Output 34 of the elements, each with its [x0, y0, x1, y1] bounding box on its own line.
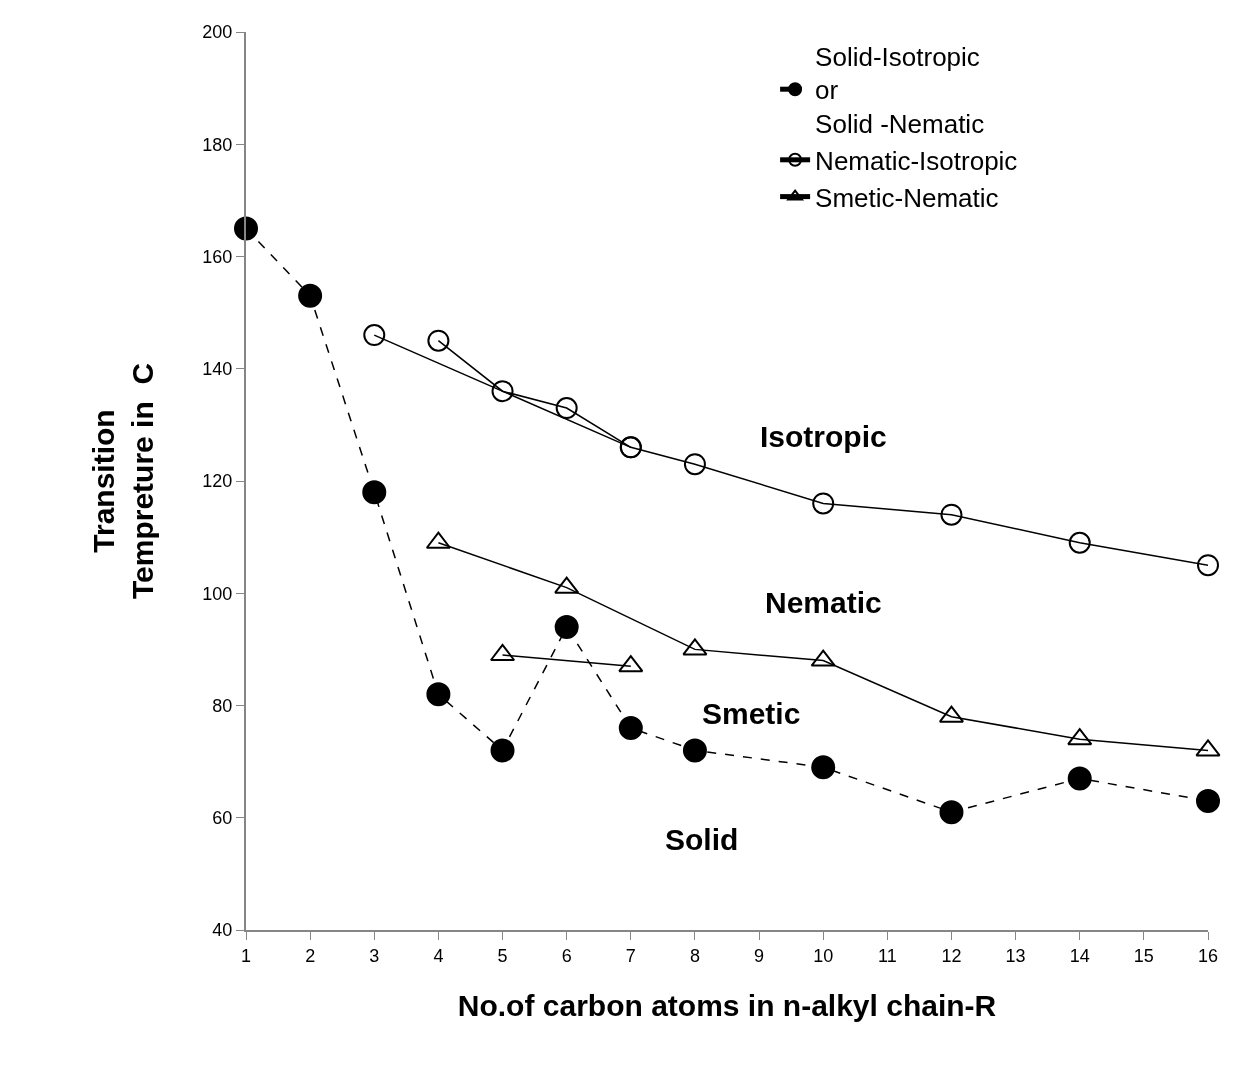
- x-tick-label: 4: [433, 945, 444, 966]
- x-tick-label: 8: [689, 945, 700, 966]
- x-tick-label: 1: [240, 945, 252, 966]
- y-tick-label: 40: [212, 920, 233, 941]
- x-tick-label: 13: [1005, 945, 1026, 966]
- annotation: Solid: [665, 823, 739, 856]
- x-axis-title: No.of carbon atoms in n-alkyl chain-R: [457, 988, 997, 1022]
- legend-label: Nematic-Isotropic: [815, 145, 1018, 176]
- x-tick-label: 3: [369, 945, 380, 966]
- legend-label: Solid-Isotropic or Solid -Nematic: [815, 41, 985, 140]
- y-tick-label: 180: [202, 134, 233, 155]
- x-tick-label: 10: [813, 945, 834, 966]
- annotation: Smetic: [702, 697, 801, 730]
- y-tick-label: 160: [202, 246, 233, 267]
- x-tick-label: 11: [877, 945, 897, 966]
- y-axis-title: Transition Tempreture in C: [86, 362, 159, 600]
- x-tick-label: 12: [941, 945, 962, 966]
- y-tick-label: 200: [202, 22, 233, 43]
- y-tick-label: 100: [202, 583, 233, 604]
- x-tick-label: 15: [1133, 945, 1154, 966]
- x-tick-label: 9: [754, 945, 765, 966]
- y-tick-label: 120: [202, 471, 233, 492]
- y-tick-label: 60: [212, 808, 233, 829]
- x-tick-label: 6: [561, 945, 572, 966]
- annotation: Nematic: [765, 586, 882, 619]
- y-tick-label: 80: [212, 695, 233, 716]
- x-tick-label: 16: [1197, 945, 1219, 966]
- x-tick-label: 2: [305, 945, 316, 966]
- x-tick-label: 5: [497, 945, 508, 966]
- x-tick-label: 7: [625, 945, 636, 966]
- x-tick-label: 14: [1069, 945, 1090, 966]
- y-tick-label: 140: [202, 359, 233, 380]
- legend-label: Smetic-Nematic: [815, 182, 999, 213]
- annotation: Isotropic: [760, 420, 887, 453]
